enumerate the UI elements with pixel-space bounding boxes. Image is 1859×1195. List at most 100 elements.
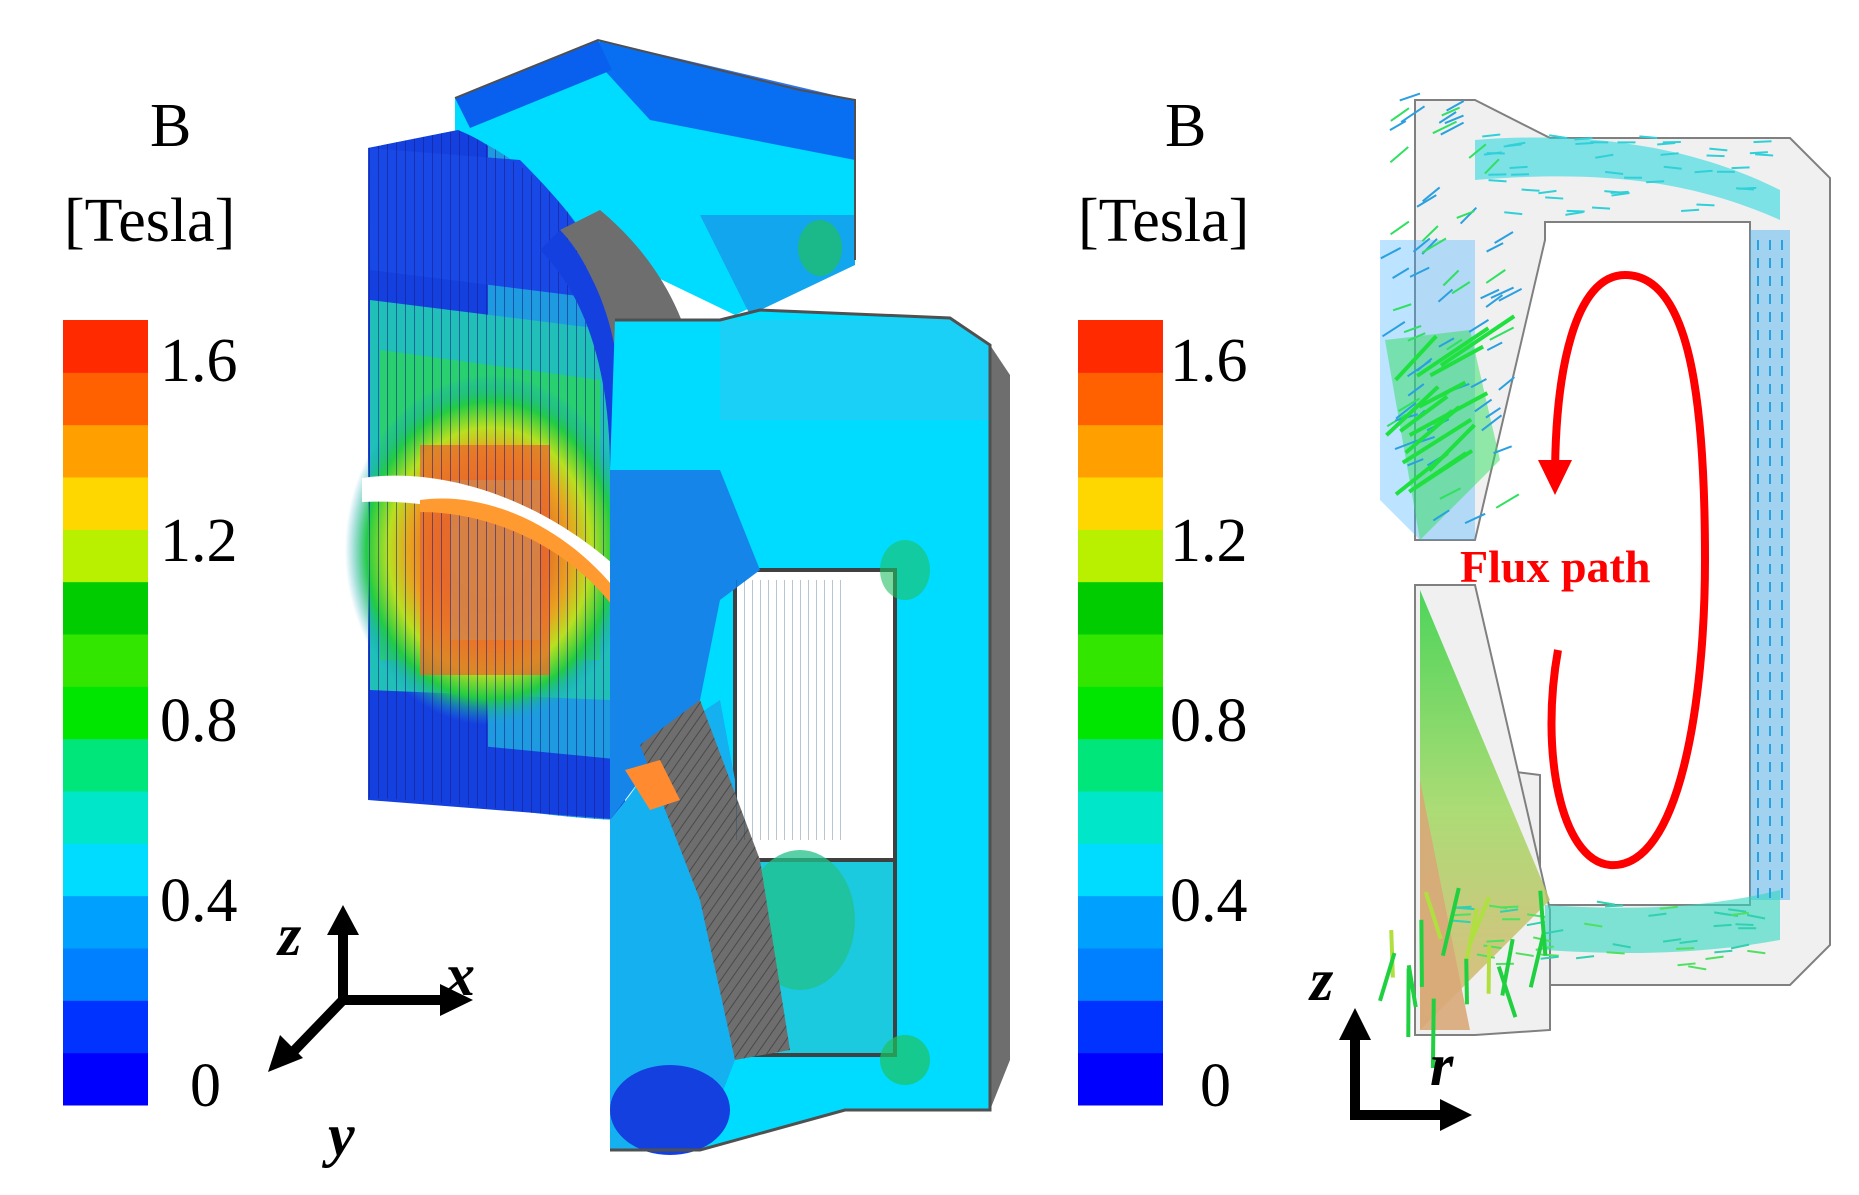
flux-vector — [1416, 326, 1490, 378]
flux-vector — [1400, 105, 1426, 123]
flux-vector — [1421, 237, 1447, 254]
flux-view-2d — [1378, 92, 1831, 1069]
model-3d — [345, 38, 1010, 1155]
flux-vector — [1605, 170, 1624, 176]
flux-vector — [1730, 943, 1750, 950]
flux-vector — [1390, 107, 1410, 122]
flux-vector — [1489, 326, 1515, 341]
flux-vector — [1540, 955, 1559, 960]
flux-vector — [1381, 321, 1406, 338]
colorbar-segment — [63, 948, 148, 1001]
flux-vector — [1709, 147, 1728, 152]
flux-vector — [1432, 509, 1450, 522]
flux-vector — [1507, 141, 1526, 147]
flux-vector — [1574, 137, 1593, 141]
flux-vector — [1418, 380, 1467, 409]
flux-vector — [1438, 111, 1457, 124]
axes-2d-triad — [1339, 1008, 1472, 1131]
flux-vector — [1606, 951, 1625, 955]
flux-vector — [1453, 905, 1472, 909]
flux-vector — [1442, 269, 1460, 287]
flux-vector — [1486, 939, 1505, 943]
flux-vector — [1545, 929, 1564, 935]
flux-vector — [1753, 140, 1772, 144]
flux-vector — [1488, 904, 1508, 910]
flux-vector — [1679, 939, 1698, 944]
flux-vector — [1515, 952, 1534, 957]
flux-vector — [1440, 887, 1461, 957]
flux-vector — [1604, 190, 1623, 194]
axis-label-y: y — [328, 1102, 355, 1168]
colorbar-segment — [63, 791, 148, 844]
flux-vector — [1456, 210, 1475, 219]
colorbar-segment — [1078, 529, 1163, 583]
flux-vector — [1605, 904, 1624, 908]
flux-vector — [1495, 493, 1520, 509]
flux-vector — [1421, 225, 1439, 242]
flux-vector — [1494, 231, 1514, 244]
flux-vector — [1470, 378, 1487, 389]
flux-vector — [1714, 949, 1733, 954]
flux-vector — [1432, 120, 1457, 135]
flux-vector — [1735, 187, 1755, 191]
colorbar-segment — [1078, 791, 1163, 844]
flux-vector — [1422, 186, 1441, 203]
legend-right-unit: [Tesla] — [1078, 187, 1250, 255]
flux-vector — [1731, 166, 1750, 170]
flux-vector — [1688, 965, 1707, 971]
axis-label-z-2d: z — [1310, 947, 1334, 1013]
colorbar-segment — [1078, 372, 1163, 426]
flux-vector — [1408, 451, 1468, 494]
flux-vector — [1596, 900, 1616, 906]
flux-vector-field — [1378, 92, 1783, 1069]
axes-3d-triad — [268, 905, 473, 1072]
flux-vector — [1399, 92, 1421, 102]
flux-vector — [1389, 120, 1407, 131]
flux-vector — [1681, 208, 1700, 212]
flux-vector — [1416, 357, 1433, 372]
flux-vector — [1657, 142, 1676, 146]
colorbar-segment — [63, 895, 148, 949]
flux-vector — [1659, 905, 1678, 910]
colorbar-segment — [1078, 581, 1163, 635]
flux-vector — [1444, 114, 1464, 125]
colorbar-segment — [63, 529, 148, 583]
flux-vector — [1430, 998, 1436, 1069]
flux-vector — [1395, 402, 1417, 420]
flux-vector — [1755, 153, 1774, 157]
flux-vector — [1488, 179, 1507, 183]
flux-vector — [1407, 383, 1425, 397]
flux-path-label: Flux path — [1460, 541, 1651, 592]
flux-vector — [1662, 938, 1682, 943]
flux-vector — [1438, 337, 1455, 348]
flux-vector — [1440, 121, 1465, 136]
colorbar-segment — [63, 372, 148, 426]
colorbar-segment — [1078, 320, 1163, 373]
flux-vector — [1676, 947, 1695, 950]
flux-vector — [1474, 398, 1493, 413]
flux-vector — [1735, 923, 1754, 926]
flux-vector — [1611, 191, 1630, 197]
legend-left-unit: [Tesla] — [64, 187, 236, 255]
colorbar-segment — [1078, 948, 1163, 1001]
flux-vector — [1392, 303, 1412, 312]
flux-vector — [1545, 196, 1564, 200]
flux-vector — [1612, 943, 1631, 949]
legend-right-title: B — [1165, 92, 1207, 160]
colorbar-segment — [63, 634, 148, 687]
flux-vector — [1378, 952, 1397, 1002]
flux-vector — [1394, 334, 1438, 382]
legend-right-tick: 0 — [1200, 1052, 1231, 1120]
legend-left-tick: 0 — [190, 1052, 221, 1120]
flux-vector — [1504, 211, 1523, 216]
axis-label-z: z — [278, 902, 302, 968]
flux-vector — [1549, 134, 1568, 140]
flux-vector — [1694, 169, 1713, 174]
flux-vector — [1464, 512, 1486, 525]
flux-vector — [1498, 376, 1516, 391]
flux-vector — [1485, 294, 1504, 308]
flux-vector — [1484, 158, 1500, 175]
colorbar-segment — [63, 686, 148, 740]
